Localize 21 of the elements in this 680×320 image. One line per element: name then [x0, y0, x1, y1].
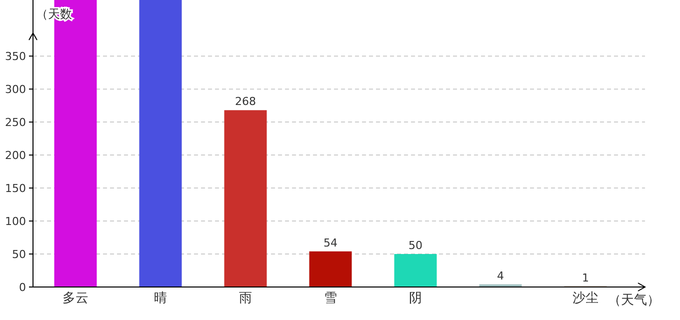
y-tick-label: 100 [5, 215, 26, 228]
y-tick-label: 250 [5, 116, 26, 130]
y-tick-label: 200 [5, 149, 26, 162]
data-label: 4 [497, 269, 504, 282]
x-tick-label: 阴 [409, 291, 422, 306]
y-axis-title: （天数 [36, 7, 72, 21]
y-tick-label: 150 [5, 182, 26, 196]
x-tick-label: 多云 [62, 291, 88, 306]
y-tick-label: 0 [19, 281, 26, 294]
x-tick-label: 雨 [239, 291, 252, 306]
data-label: 268 [235, 95, 256, 108]
y-tick-label: 50 [12, 248, 26, 262]
data-label: 1 [582, 271, 589, 284]
data-label: 54 [324, 236, 338, 250]
x-tick-label: 雪 [324, 291, 337, 306]
x-tick-label: 晴 [154, 291, 167, 306]
y-tick-label: 350 [5, 50, 26, 64]
data-label: 50 [408, 239, 422, 252]
x-axis-title: （天气） [608, 293, 660, 308]
y-tick-label: 300 [5, 83, 26, 96]
x-tick-label: 沙尘 [572, 291, 598, 306]
